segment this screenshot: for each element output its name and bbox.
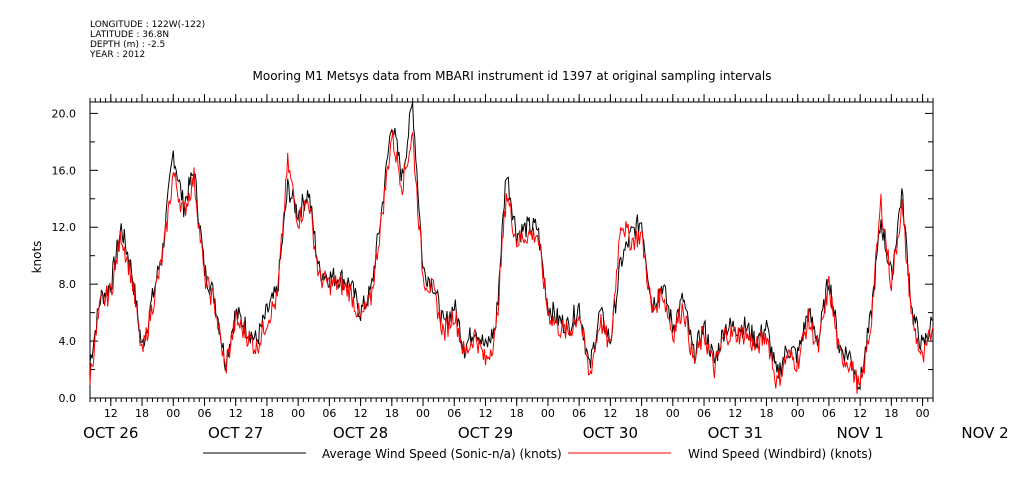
- latitude-text: LATITUDE : 36.8N: [90, 30, 170, 40]
- y-tick-label: 4.0: [59, 335, 77, 348]
- x-hour-tick-label: 12: [229, 407, 243, 420]
- x-hour-tick-label: 18: [385, 407, 399, 420]
- y-tick-label: 0.0: [59, 392, 77, 405]
- x-day-label: OCT 28: [333, 424, 388, 442]
- x-day-label: NOV 2: [961, 424, 1008, 442]
- x-hour-tick-label: 00: [416, 407, 430, 420]
- x-hour-tick-label: 12: [104, 407, 118, 420]
- legend-label-average-wind: Average Wind Speed (Sonic-n/a) (knots): [322, 447, 562, 461]
- x-hour-tick-label: 18: [260, 407, 274, 420]
- x-day-label: OCT 31: [708, 424, 763, 442]
- x-day-label: OCT 27: [208, 424, 263, 442]
- x-hour-tick-label: 06: [822, 407, 836, 420]
- year-text: YEAR : 2012: [90, 50, 146, 60]
- x-hour-tick-label: 06: [322, 407, 336, 420]
- y-tick-label: 8.0: [59, 278, 77, 291]
- x-hour-tick-label: 06: [197, 407, 211, 420]
- y-tick-label: 20.0: [52, 107, 77, 120]
- chart-title: Mooring M1 Metsys data from MBARI instru…: [253, 69, 772, 83]
- series-line-windbird: [89, 130, 934, 394]
- longitude-text: LONGITUDE : 122W(-122): [90, 20, 206, 30]
- x-hour-tick-label: 06: [697, 407, 711, 420]
- x-hour-tick-label: 18: [635, 407, 649, 420]
- x-hour-tick-label: 00: [791, 407, 805, 420]
- legend-label-windbird: Wind Speed (Windbird) (knots): [688, 447, 872, 461]
- x-hour-tick-label: 06: [572, 407, 586, 420]
- x-day-label: OCT 26: [83, 424, 138, 442]
- x-hour-tick-label: 18: [510, 407, 524, 420]
- x-day-label: NOV 1: [836, 424, 883, 442]
- x-hour-tick-label: 00: [666, 407, 680, 420]
- x-hour-tick-label: 12: [478, 407, 492, 420]
- x-hour-tick-label: 00: [291, 407, 305, 420]
- x-hour-tick-label: 18: [759, 407, 773, 420]
- x-hour-tick-label: 18: [884, 407, 898, 420]
- x-hour-tick-label: 12: [603, 407, 617, 420]
- x-hour-tick-label: 12: [728, 407, 742, 420]
- x-day-label: OCT 30: [583, 424, 638, 442]
- plot-frame: [89, 101, 934, 399]
- y-tick-label: 12.0: [52, 221, 77, 234]
- y-tick-label: 16.0: [52, 164, 77, 177]
- x-hour-tick-label: 00: [541, 407, 555, 420]
- x-hour-tick-label: 12: [853, 407, 867, 420]
- series-line-average-wind: [89, 101, 934, 391]
- y-axis-label: knots: [30, 241, 44, 274]
- x-hour-tick-label: 00: [916, 407, 930, 420]
- x-hour-tick-label: 06: [447, 407, 461, 420]
- metadata-block: LONGITUDE : 122W(-122) LATITUDE : 36.8N …: [90, 20, 205, 60]
- x-hour-tick-label: 12: [354, 407, 368, 420]
- depth-text: DEPTH (m) : -2.5: [90, 40, 166, 50]
- x-day-label: OCT 29: [458, 424, 513, 442]
- x-hour-tick-label: 18: [135, 407, 149, 420]
- x-hour-tick-label: 00: [166, 407, 180, 420]
